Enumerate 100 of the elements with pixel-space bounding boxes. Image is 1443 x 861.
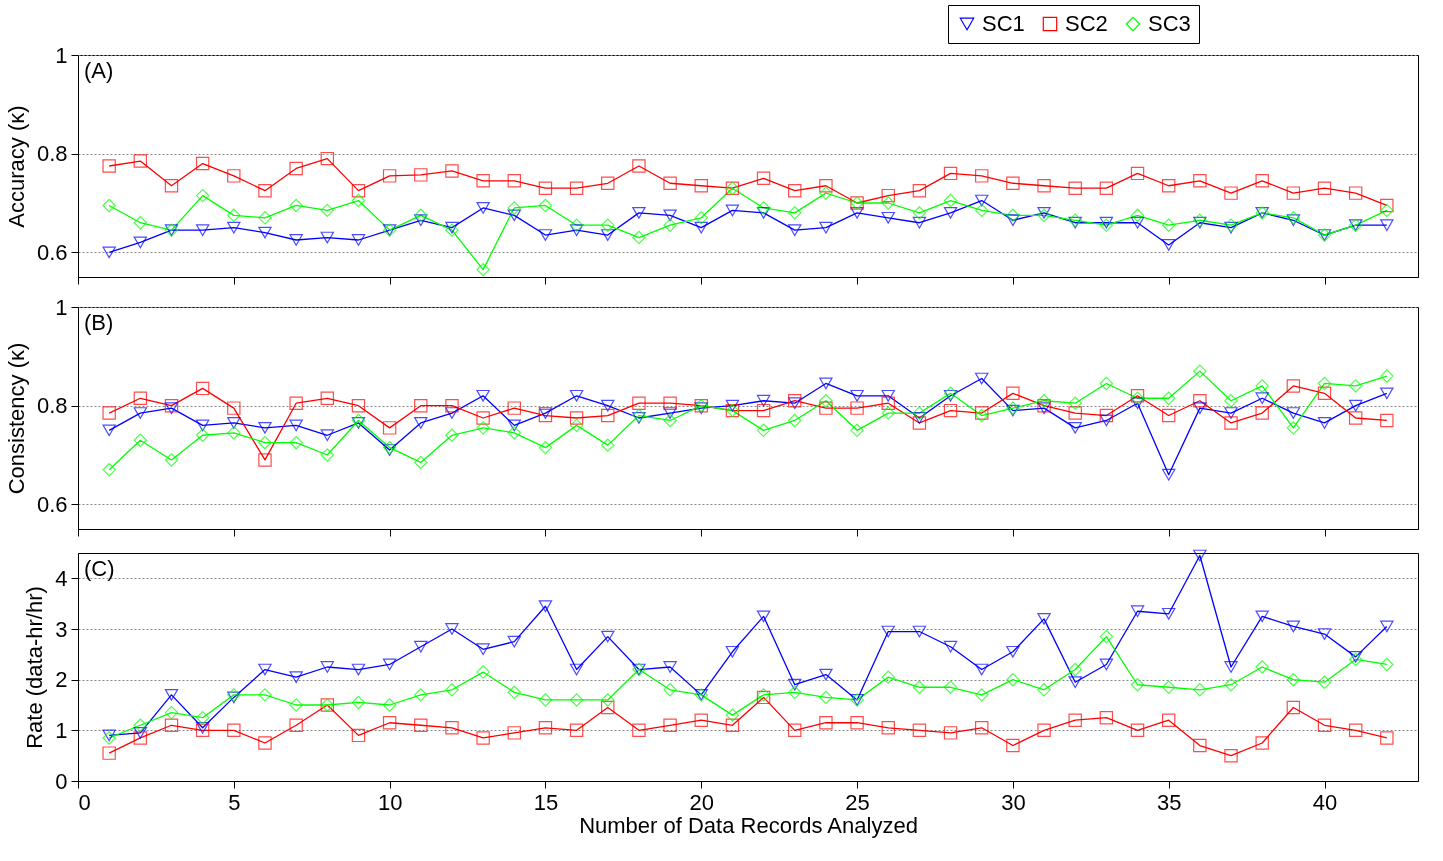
point	[1255, 174, 1269, 188]
point	[289, 198, 303, 213]
point	[912, 625, 927, 638]
point	[133, 718, 148, 732]
point	[164, 179, 179, 193]
point	[756, 423, 771, 438]
point	[538, 721, 553, 735]
point	[975, 663, 989, 676]
point	[663, 413, 677, 428]
point	[1099, 181, 1114, 195]
point	[1037, 206, 1051, 219]
point	[507, 726, 521, 740]
point	[164, 688, 179, 701]
point	[164, 453, 179, 467]
point	[788, 183, 802, 198]
y-tick-label: 3	[55, 616, 68, 642]
y-tick-label: 0.8	[36, 393, 68, 419]
point	[1317, 628, 1332, 640]
point	[601, 438, 615, 452]
point	[258, 688, 272, 702]
point	[1286, 620, 1301, 633]
point	[663, 683, 677, 697]
point	[881, 721, 895, 735]
point	[694, 713, 708, 727]
x-tick-label: 25	[845, 789, 870, 815]
point	[538, 600, 553, 613]
point	[632, 396, 646, 410]
point	[414, 718, 428, 732]
point	[414, 688, 428, 702]
point	[975, 194, 989, 207]
point	[1224, 394, 1238, 408]
point	[819, 690, 833, 705]
point	[788, 413, 802, 428]
point	[1068, 662, 1082, 677]
point	[1193, 174, 1207, 188]
point	[601, 218, 615, 232]
point	[1380, 657, 1394, 672]
point	[601, 399, 615, 412]
y-axis-title: Rate (data-hr/hr)	[22, 586, 48, 749]
point	[912, 183, 927, 198]
point	[1224, 661, 1238, 673]
point	[1193, 364, 1207, 378]
point	[850, 423, 864, 438]
point	[881, 625, 895, 638]
point	[1255, 660, 1269, 674]
point	[1317, 386, 1332, 401]
point	[1161, 713, 1176, 727]
point	[601, 229, 615, 241]
point	[133, 407, 148, 419]
point	[1348, 399, 1363, 412]
point	[1006, 738, 1020, 753]
point	[1161, 218, 1176, 232]
point	[632, 408, 646, 423]
annotation: (B)	[84, 310, 114, 335]
point	[632, 412, 646, 424]
point	[756, 206, 771, 219]
point	[1286, 407, 1301, 419]
point	[1037, 723, 1051, 738]
point	[819, 401, 833, 415]
point	[1037, 402, 1051, 415]
point	[943, 680, 958, 694]
point	[788, 685, 802, 700]
point	[1348, 723, 1363, 738]
point	[1255, 736, 1269, 750]
point	[1130, 397, 1145, 410]
point	[1380, 369, 1394, 383]
point	[756, 610, 771, 623]
point	[943, 726, 958, 740]
annotation: (A)	[84, 58, 114, 83]
point	[943, 193, 958, 208]
point	[382, 169, 397, 183]
point	[445, 164, 459, 178]
point	[164, 398, 179, 413]
point	[1286, 421, 1301, 435]
point	[819, 377, 833, 390]
point	[1224, 678, 1238, 692]
point	[1130, 216, 1145, 229]
point	[694, 221, 708, 234]
point	[569, 693, 584, 707]
y-axis-title: Consistency (κ)	[3, 342, 29, 495]
point	[507, 426, 521, 440]
y-axis-title: Accuracy (κ)	[3, 105, 29, 228]
point	[289, 671, 303, 684]
point	[725, 645, 740, 658]
point	[351, 728, 366, 743]
point	[694, 179, 708, 193]
point	[1255, 610, 1269, 623]
point	[819, 221, 833, 234]
point	[569, 411, 584, 425]
point	[382, 444, 397, 456]
point	[382, 698, 397, 712]
point	[1006, 645, 1020, 658]
legend-label: SC2	[1065, 11, 1108, 36]
point	[756, 403, 771, 418]
point	[258, 421, 272, 434]
annotation: (C)	[84, 556, 115, 581]
y-tick-label: 0.8	[36, 141, 68, 167]
point	[1317, 718, 1332, 732]
y-tick-label: 1	[55, 42, 68, 68]
point	[133, 731, 148, 745]
